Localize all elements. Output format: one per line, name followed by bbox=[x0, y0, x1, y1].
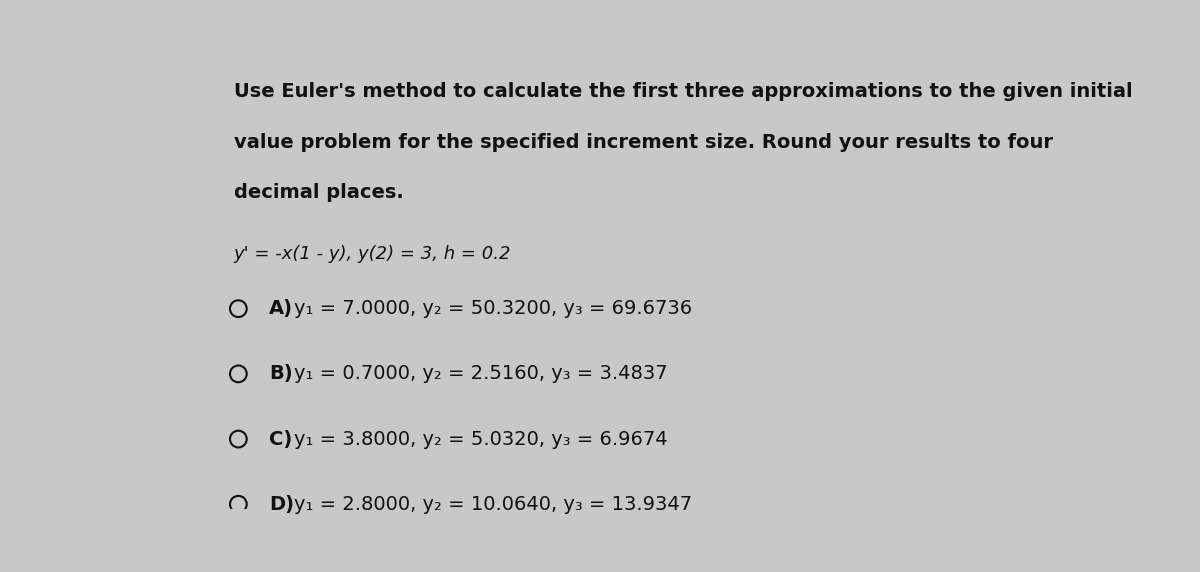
Text: y₁ = 2.8000, y₂ = 10.0640, y₃ = 13.9347: y₁ = 2.8000, y₂ = 10.0640, y₃ = 13.9347 bbox=[294, 495, 692, 514]
Text: D): D) bbox=[269, 495, 294, 514]
Text: Use Euler's method to calculate the first three approximations to the given init: Use Euler's method to calculate the firs… bbox=[234, 82, 1133, 101]
Text: A): A) bbox=[269, 299, 293, 318]
Text: C): C) bbox=[269, 430, 293, 448]
Text: y' = -x(1 - y), y(2) = 3, h = 0.2: y' = -x(1 - y), y(2) = 3, h = 0.2 bbox=[234, 245, 511, 263]
Text: y₁ = 3.8000, y₂ = 5.0320, y₃ = 6.9674: y₁ = 3.8000, y₂ = 5.0320, y₃ = 6.9674 bbox=[294, 430, 667, 448]
Text: y₁ = 7.0000, y₂ = 50.3200, y₃ = 69.6736: y₁ = 7.0000, y₂ = 50.3200, y₃ = 69.6736 bbox=[294, 299, 692, 318]
Text: decimal places.: decimal places. bbox=[234, 183, 403, 202]
Text: value problem for the specified increment size. Round your results to four: value problem for the specified incremen… bbox=[234, 133, 1052, 152]
Text: y₁ = 0.7000, y₂ = 2.5160, y₃ = 3.4837: y₁ = 0.7000, y₂ = 2.5160, y₃ = 3.4837 bbox=[294, 364, 667, 383]
Text: B): B) bbox=[269, 364, 293, 383]
